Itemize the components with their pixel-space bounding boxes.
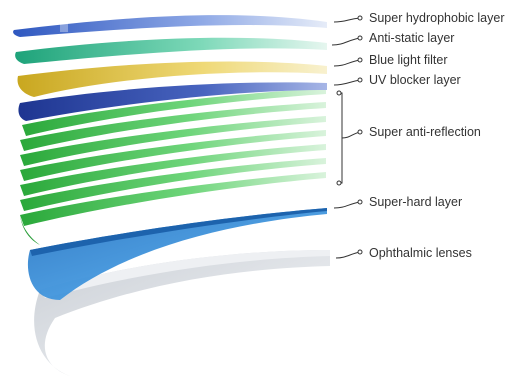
uv-blocker-layer-shape xyxy=(18,82,327,121)
super-anti-reflection-layers xyxy=(20,88,326,245)
label-blue-light-filter: Blue light filter xyxy=(369,53,448,67)
super-hydrophobic-layer-shape xyxy=(13,15,327,38)
blue-light-filter-shape xyxy=(17,61,328,97)
label-super-anti-reflection: Super anti-reflection xyxy=(369,125,481,139)
label-connectors xyxy=(331,15,363,259)
super-hard-layer-shape xyxy=(27,208,328,300)
label-ophthalmic-lenses: Ophthalmic lenses xyxy=(369,246,472,260)
ophthalmic-lens-shape xyxy=(34,250,331,376)
label-uv-blocker-layer: UV blocker layer xyxy=(369,73,461,87)
label-anti-static-layer: Anti-static layer xyxy=(369,31,455,45)
label-super-hard-layer: Super-hard layer xyxy=(369,195,463,209)
anti-static-layer-shape xyxy=(15,37,328,64)
label-super-hydrophobic-layer: Super hydrophobic layer xyxy=(369,11,505,25)
